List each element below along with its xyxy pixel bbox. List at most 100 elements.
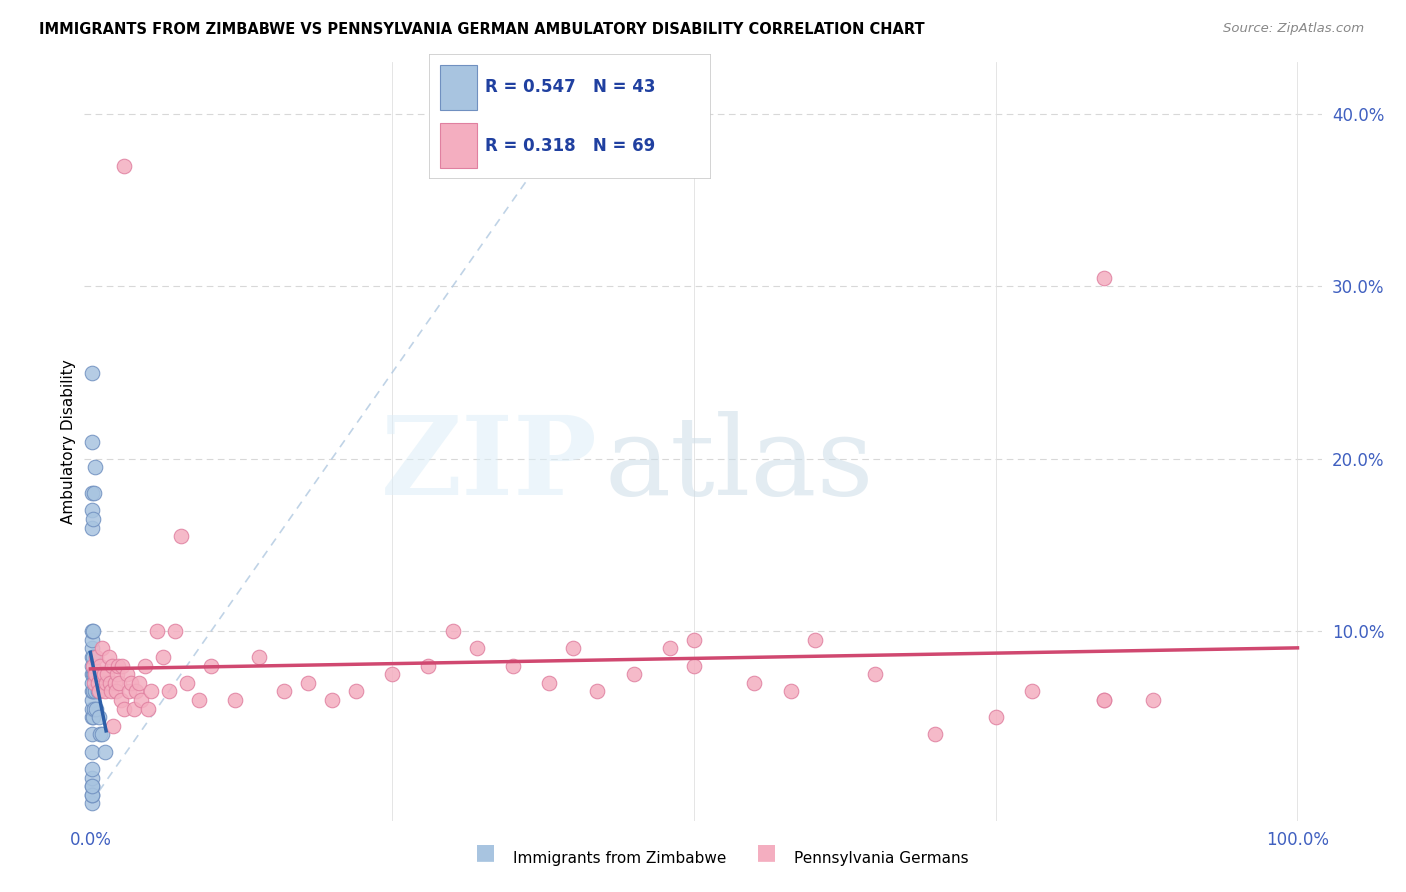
Point: [80, 366, 103, 380]
Point: [157, 684, 180, 698]
Point: [683, 658, 706, 673]
Point: [80, 675, 103, 690]
Text: R = 0.547   N = 43: R = 0.547 N = 43: [485, 78, 655, 96]
Point: [538, 675, 561, 690]
Text: Source: ZipAtlas.com: Source: ZipAtlas.com: [1223, 22, 1364, 36]
Point: [80, 649, 103, 664]
Point: [80, 641, 103, 656]
Point: [84, 667, 107, 681]
Point: [82, 710, 104, 724]
Y-axis label: Ambulatory Disability: Ambulatory Disability: [60, 359, 76, 524]
Point: [100, 684, 122, 698]
Point: [146, 624, 169, 639]
Point: [129, 693, 152, 707]
Point: [984, 710, 1007, 724]
Point: [97, 649, 120, 664]
Point: [104, 684, 127, 698]
Point: [188, 693, 211, 707]
Point: [87, 710, 110, 724]
Point: [82, 658, 104, 673]
Point: [863, 667, 886, 681]
Point: [321, 693, 343, 707]
Text: R = 0.318   N = 69: R = 0.318 N = 69: [485, 137, 655, 155]
Point: [101, 658, 124, 673]
Text: atlas: atlas: [605, 411, 873, 517]
Point: [80, 771, 103, 785]
Point: [586, 684, 609, 698]
Point: [80, 693, 103, 707]
Point: [103, 675, 125, 690]
Point: [779, 684, 801, 698]
Point: [82, 649, 104, 664]
Point: [80, 486, 103, 500]
Point: [80, 521, 103, 535]
Point: [83, 667, 105, 681]
Point: [111, 658, 134, 673]
Point: [91, 641, 114, 656]
Point: [742, 675, 765, 690]
Point: [83, 675, 105, 690]
Point: [82, 512, 104, 526]
Point: [139, 684, 162, 698]
Point: [623, 667, 645, 681]
Point: [80, 745, 103, 759]
Point: [86, 701, 108, 715]
Point: [418, 658, 440, 673]
Text: Immigrants from Zimbabwe: Immigrants from Zimbabwe: [513, 851, 727, 865]
Point: [502, 658, 524, 673]
Point: [112, 701, 135, 715]
Point: [82, 684, 104, 698]
Point: [803, 632, 825, 647]
Point: [176, 675, 198, 690]
Point: [297, 675, 319, 690]
Point: [683, 632, 706, 647]
Bar: [440, 65, 477, 110]
Point: [170, 529, 193, 543]
Point: [83, 701, 105, 715]
Bar: [440, 123, 477, 169]
Point: [86, 667, 108, 681]
Text: ■: ■: [756, 842, 776, 862]
Point: [1092, 693, 1115, 707]
Point: [110, 693, 132, 707]
Point: [89, 727, 111, 741]
Point: [87, 684, 110, 698]
Point: [80, 779, 103, 793]
Point: [93, 667, 115, 681]
Point: [80, 788, 103, 802]
Point: [441, 624, 464, 639]
Point: [90, 667, 112, 681]
Point: [80, 762, 103, 776]
Point: [344, 684, 367, 698]
Point: [1021, 684, 1043, 698]
Point: [103, 719, 125, 733]
Text: ■: ■: [475, 842, 495, 862]
Point: [84, 684, 107, 698]
Point: [94, 675, 117, 690]
Text: ZIP: ZIP: [381, 411, 598, 517]
Point: [94, 684, 117, 698]
Point: [80, 503, 103, 517]
Point: [658, 641, 681, 656]
Point: [122, 701, 145, 715]
Point: [120, 675, 142, 690]
Point: [163, 624, 186, 639]
Point: [112, 159, 135, 173]
Point: [86, 684, 108, 698]
Point: [381, 667, 404, 681]
Point: [107, 658, 129, 673]
Point: [105, 667, 128, 681]
Point: [1092, 270, 1115, 285]
Point: [562, 641, 585, 656]
Point: [80, 797, 103, 811]
Point: [80, 658, 103, 673]
Point: [94, 745, 117, 759]
Point: [224, 693, 246, 707]
Point: [80, 788, 103, 802]
Point: [82, 667, 104, 681]
Point: [80, 434, 103, 449]
Point: [80, 632, 103, 647]
Point: [84, 460, 107, 475]
Point: [128, 675, 150, 690]
Point: [247, 649, 270, 664]
